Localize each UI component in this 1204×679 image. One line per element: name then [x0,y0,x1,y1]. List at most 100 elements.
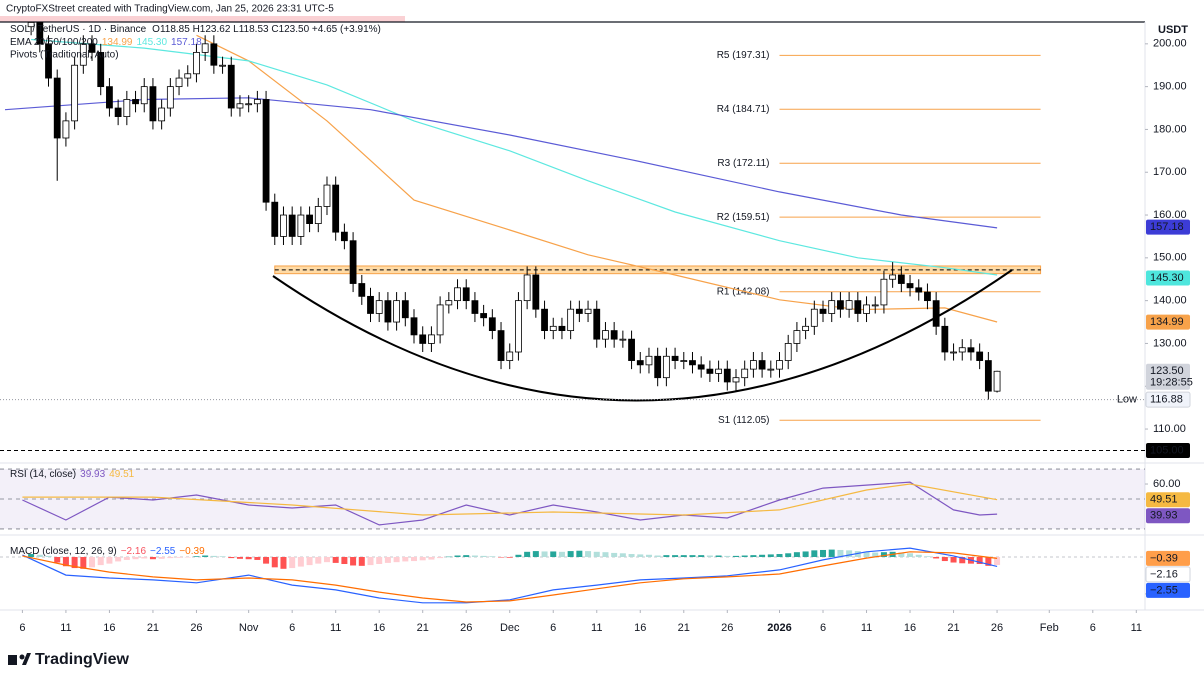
pivots-legend: Pivots (Traditional, Auto) [10,50,119,61]
macd-histogram-bar [132,556,139,560]
macd-histogram-bar [498,556,505,558]
candle-body [384,300,392,323]
candle-body [593,308,601,340]
candle-body [732,377,740,383]
macd-histogram-bar [297,556,304,567]
candle-body [184,73,192,79]
macd-histogram-bar [880,552,887,557]
price-tag-label: 105.00 [1150,444,1184,456]
candle-body [410,317,418,336]
candle-body [662,355,670,379]
y-tick-label: 170.00 [1153,166,1187,178]
macd-histogram-bar [645,554,652,557]
candle-body [880,278,888,306]
x-tick-label: 11 [861,622,872,634]
y-tick-label: 190.00 [1153,81,1187,93]
macd-histogram-bar [532,551,539,557]
candle-body [645,355,653,366]
candle-body [723,368,731,383]
macd-histogram-bar [219,556,226,557]
macd-histogram-bar [454,555,461,557]
candle-body [950,351,957,354]
macd-histogram-bar [759,554,766,557]
macd-histogram-bar [663,555,670,557]
logo-mark [22,653,31,665]
candle-body [541,308,548,331]
candle-body [262,99,270,203]
macd-histogram-bar [80,556,87,569]
macd-histogram-bar [315,556,322,564]
logo-mark [19,654,25,660]
macd-histogram-bar [793,552,800,557]
candle-body [915,287,923,293]
price-tag [1146,508,1190,524]
pivot-label: R4 (184.71) [717,104,770,115]
candle-body [567,308,575,331]
candle-body [36,22,44,45]
x-tick-label: 11 [330,622,341,634]
candle-body [401,300,409,319]
macd-histogram-bar [585,551,592,557]
x-tick-label: 6 [289,622,295,634]
x-tick-label: 26 [721,622,733,634]
overlay [272,269,1013,402]
macd-histogram-bar [567,551,574,557]
macd-histogram-bar [280,556,287,569]
macd-histogram-bar [872,552,879,557]
candle-body [454,287,461,302]
x-tick-label: 2026 [767,622,791,634]
price-tag [1146,550,1190,566]
x-tick-label: 26 [460,622,472,634]
price-tag [1146,363,1190,390]
x-tick-label: 11 [591,622,602,634]
macd-histogram-bar [820,549,827,557]
macd-histogram-bar [158,556,165,559]
candle-body [471,300,479,314]
candle-body [837,300,844,310]
x-tick-label: 6 [820,622,826,634]
macd-histogram-bar [811,550,818,557]
x-tick-label: 21 [417,622,429,634]
candle-body [271,201,279,237]
y-tick-label: 180.00 [1153,123,1187,135]
candle-body [671,355,679,361]
candle-body [610,330,618,340]
candle-body [306,214,313,224]
x-tick-label: Nov [239,622,259,634]
x-tick-label: Feb [1040,622,1059,634]
candle-body [79,43,87,66]
price-tag [1146,582,1190,598]
candle-body [201,43,209,53]
macd-histogram-bar [828,549,835,557]
macd-histogram-bar [89,556,96,568]
macd-histogram-bar [576,550,583,557]
macd-histogram-bar [141,556,148,559]
macd-histogram-bar [593,551,600,557]
price-tag [1145,391,1191,408]
price-tag-label: −2.16 [1150,568,1178,580]
candle-body [689,360,696,366]
footer-logo: TradingView [8,651,130,668]
footer-brand: TradingView [35,651,130,668]
macd-histogram-bar [750,555,757,557]
currency: USDT [1158,24,1188,36]
candle-body [393,300,401,323]
macd-histogram-bar [706,555,713,557]
macd-histogram-bar [71,556,78,569]
candle-body [584,308,592,314]
macd-histogram-bar [184,556,191,558]
x-tick-label: 11 [1131,622,1142,634]
candle-body [924,291,931,302]
candle-body [602,330,609,340]
macd-histogram-bar [36,554,43,557]
macd-histogram-bar [28,554,35,557]
ema-line [31,38,998,276]
candle-body [515,300,522,353]
rsi-value: 39.93 [80,469,105,480]
candle-body [149,86,157,122]
candle-body [367,295,374,314]
candle-body [749,360,757,370]
macd-histogram-bar [176,556,183,558]
x-tick-label: 26 [991,622,1003,634]
price-tag-label: −2.55 [1150,584,1178,596]
